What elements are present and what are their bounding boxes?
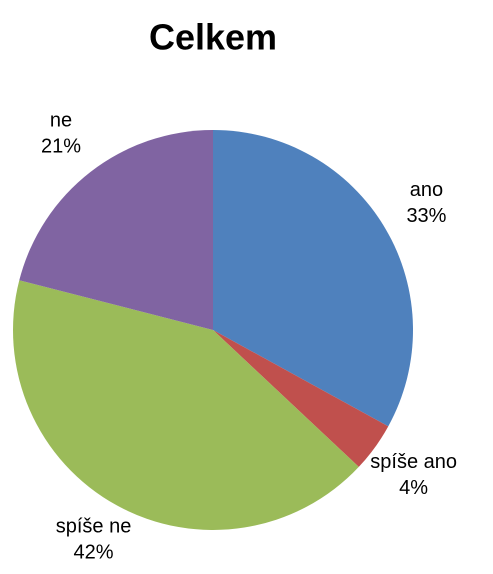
slice-label: ne [50, 109, 72, 131]
slice-label: spíše ne [56, 515, 132, 537]
slice-value-label: 42% [74, 541, 114, 563]
slice-value-label: 4% [399, 477, 428, 499]
pie-slice [213, 130, 414, 427]
slice-value-label: 21% [41, 135, 81, 157]
slice-value-label: 33% [406, 205, 446, 227]
pie-slice [19, 130, 213, 330]
pie-slice [213, 330, 389, 467]
slice-label: spíše ano [370, 451, 457, 473]
pie-slice [12, 280, 359, 530]
slice-label: ano [410, 179, 443, 201]
chart-title: Celkem [149, 17, 277, 58]
